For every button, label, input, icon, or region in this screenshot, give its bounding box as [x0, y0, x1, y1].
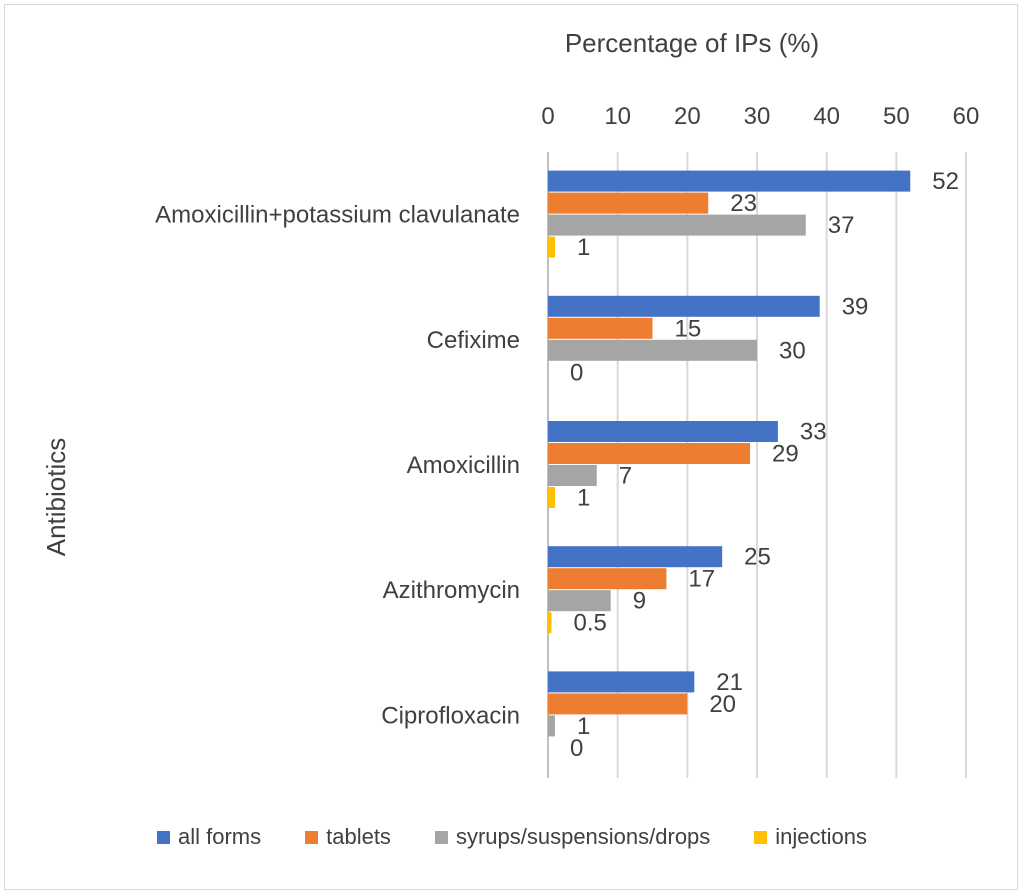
data-label: 39 — [842, 293, 869, 320]
legend-label: injections — [775, 824, 868, 849]
x-tick-label: 40 — [813, 103, 840, 130]
data-label: 7 — [619, 463, 632, 490]
category-label: Ciprofloxacin — [381, 702, 520, 729]
bar — [548, 192, 709, 214]
y-axis-title: Antibiotics — [41, 438, 71, 557]
legend-swatch — [754, 830, 768, 844]
data-label: 20 — [709, 691, 736, 718]
data-label: 0.5 — [573, 610, 606, 637]
legend-item: all forms — [156, 824, 262, 850]
legend-label: tablets — [326, 824, 391, 849]
data-label: 1 — [577, 713, 590, 740]
x-tick-label: 10 — [604, 103, 631, 130]
x-tick-label: 0 — [541, 103, 554, 130]
data-label: 33 — [800, 419, 827, 446]
data-label: 1 — [577, 485, 590, 512]
legend-item: injections — [754, 824, 867, 850]
x-tick-label: 20 — [674, 103, 701, 130]
bar — [548, 671, 695, 693]
legend-swatch — [305, 830, 319, 844]
legend: all forms tablets syrups/suspensions/drops… — [0, 824, 1024, 850]
bar — [548, 568, 667, 590]
legend-item: tablets — [305, 824, 391, 850]
bar — [548, 295, 820, 317]
bar — [548, 693, 688, 715]
data-label: 23 — [730, 190, 757, 217]
bar — [548, 590, 611, 612]
bar — [548, 214, 806, 236]
data-label: 29 — [772, 441, 799, 468]
data-label: 9 — [633, 588, 646, 615]
data-label: 15 — [675, 315, 702, 342]
x-tick-label: 60 — [953, 103, 980, 130]
category-label: Azithromycin — [383, 577, 520, 604]
data-label: 25 — [744, 544, 771, 571]
bar — [548, 612, 552, 634]
x-tick-labels: 0 10 20 30 40 50 60 — [541, 103, 979, 130]
category-label: Amoxicillin+potassium clavulanate — [155, 202, 520, 229]
category-label: Amoxicillin — [407, 452, 520, 479]
category-label: Cefixime — [427, 327, 520, 354]
legend-swatch — [156, 830, 170, 844]
x-tick-label: 30 — [744, 103, 771, 130]
bar — [548, 715, 555, 737]
data-label: 30 — [779, 337, 806, 364]
legend-label: syrups/suspensions/drops — [455, 824, 711, 849]
bar — [548, 487, 555, 508]
bar — [548, 170, 911, 192]
data-label: 0 — [570, 359, 583, 386]
data-label: 37 — [828, 212, 855, 239]
bar — [548, 443, 751, 464]
x-axis-title: Percentage of IPs (%) — [565, 28, 819, 58]
data-label: 1 — [577, 234, 590, 261]
data-label: 21 — [716, 669, 743, 696]
bar — [548, 465, 597, 486]
category-labels: Amoxicillin+potassium clavulanate Cefixim… — [155, 202, 520, 730]
legend-label: all forms — [177, 824, 262, 849]
bar — [548, 339, 757, 361]
legend-item: syrups/suspensions/drops — [434, 824, 711, 850]
data-label: 17 — [688, 566, 715, 593]
x-tick-label: 50 — [883, 103, 910, 130]
bar — [548, 317, 653, 339]
bar — [548, 236, 555, 258]
bar — [548, 546, 723, 568]
data-label: 0 — [570, 735, 583, 762]
data-label: 52 — [932, 168, 959, 195]
chart-frame — [4, 4, 1018, 890]
bar — [548, 421, 778, 442]
legend-swatch — [434, 830, 448, 844]
